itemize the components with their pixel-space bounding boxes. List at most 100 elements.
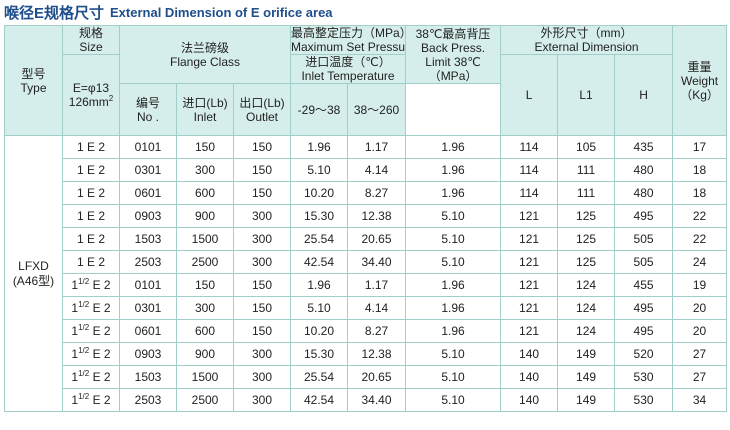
cell-h: 480 bbox=[614, 181, 674, 205]
cell-inlet: 150 bbox=[176, 135, 234, 159]
type-cell: LFXD (A46型) bbox=[4, 135, 63, 412]
cell-pressure-low: 15.30 bbox=[290, 204, 349, 228]
cell-l: 121 bbox=[500, 227, 559, 251]
cell-l1: 124 bbox=[557, 296, 616, 320]
table-header: 型号 Type 规格 Size 法兰磅级 Flange Class 最高整定压力… bbox=[4, 25, 728, 136]
table-row: 11/2 E 2 1503 1500 300 25.54 20.65 5.10 140 149 5… bbox=[5, 365, 728, 389]
cell-size: 11/2 E 2 bbox=[62, 342, 120, 366]
header-type: 型号 Type bbox=[4, 25, 63, 136]
cell-outlet: 300 bbox=[232, 365, 292, 389]
size-whole: 1 bbox=[71, 301, 79, 315]
header-inlet-temperature: 进口温度（℃） Inlet Temperature bbox=[290, 54, 407, 84]
header-weight-unit: （Kg） bbox=[680, 87, 719, 102]
size-code: E 2 bbox=[92, 347, 111, 361]
cell-l1: 125 bbox=[557, 204, 616, 228]
cell-inlet: 2500 bbox=[176, 250, 234, 274]
cell-back-pressure: 5.10 bbox=[405, 388, 502, 412]
cell-weight: 20 bbox=[672, 296, 728, 320]
size-code: E 2 bbox=[92, 324, 111, 338]
cell-pressure-low: 10.20 bbox=[290, 319, 349, 343]
cell-pressure-low: 42.54 bbox=[290, 388, 349, 412]
cell-inlet: 600 bbox=[176, 319, 234, 343]
cell-no: 0301 bbox=[119, 296, 177, 320]
header-inlet: 进口(Lb) Inlet bbox=[176, 83, 234, 136]
header-inlet-en: Inlet bbox=[193, 109, 217, 124]
cell-outlet: 150 bbox=[232, 296, 292, 320]
cell-l: 121 bbox=[500, 250, 559, 274]
size-code: E 2 bbox=[92, 370, 111, 384]
cell-weight: 22 bbox=[672, 227, 728, 251]
cell-l: 121 bbox=[500, 204, 559, 228]
cell-inlet: 1500 bbox=[176, 365, 234, 389]
header-temp-low: -29～38 bbox=[290, 83, 349, 136]
cell-no: 0301 bbox=[119, 158, 177, 182]
header-back-press-cn: 38℃最高背压 bbox=[415, 26, 491, 41]
header-type-cn: 型号 bbox=[21, 66, 46, 81]
size-code: E 2 bbox=[87, 255, 106, 269]
header-back-pressure: 38℃最高背压 Back Press. Limit 38℃ （MPa） bbox=[405, 25, 502, 84]
header-temp-high: 38～260 bbox=[347, 83, 407, 136]
table-row: LFXD (A46型) 1 E 2 0101 150 150 1.96 1.17 1.96 114… bbox=[4, 135, 728, 412]
cell-l1: 125 bbox=[557, 227, 616, 251]
cell-back-pressure: 1.96 bbox=[405, 319, 502, 343]
size-whole: 1 bbox=[76, 209, 84, 223]
cell-pressure-high: 1.17 bbox=[347, 135, 407, 159]
cell-size: 11/2 E 2 bbox=[62, 388, 120, 412]
cell-inlet: 2500 bbox=[176, 388, 234, 412]
title-chinese: 喉径E规格尺寸 bbox=[4, 4, 105, 22]
cell-pressure-low: 1.96 bbox=[290, 135, 349, 159]
table-row: 11/2 E 2 2503 2500 300 42.54 34.40 5.10 140 149 5… bbox=[5, 388, 728, 412]
header-ext-dim-en: External Dimension bbox=[534, 40, 639, 54]
cell-back-pressure: 5.10 bbox=[405, 365, 502, 389]
cell-size: 1 E 2 bbox=[62, 135, 120, 159]
cell-pressure-high: 12.38 bbox=[347, 204, 407, 228]
cell-weight: 24 bbox=[672, 250, 728, 274]
size-whole: 1 bbox=[76, 163, 84, 177]
header-h: H bbox=[614, 54, 674, 136]
header-ext-dim-cn: 外形尺寸（mm） bbox=[540, 26, 633, 41]
cell-weight: 18 bbox=[672, 158, 728, 182]
header-size-en: Size bbox=[79, 40, 103, 54]
header-outlet: 出口(Lb) Outlet bbox=[232, 83, 292, 136]
table-row: 1 E 2 0301 300 150 5.10 4.14 1.96 114 111 480 18 bbox=[5, 158, 728, 182]
size-code: E 2 bbox=[87, 140, 106, 154]
cell-inlet: 900 bbox=[176, 342, 234, 366]
header-inlet-temp-cn: 进口温度（℃） bbox=[305, 55, 391, 70]
table-row: 11/2 E 2 0101 150 150 1.96 1.17 1.96 121 124 455 1… bbox=[5, 273, 728, 297]
cell-l1: 124 bbox=[557, 273, 616, 297]
cell-weight: 19 bbox=[672, 273, 728, 297]
cell-h: 495 bbox=[614, 296, 674, 320]
header-weight-en: Weight bbox=[680, 73, 719, 88]
cell-h: 520 bbox=[614, 342, 674, 366]
cell-no: 2503 bbox=[119, 250, 177, 274]
cell-weight: 22 bbox=[672, 204, 728, 228]
cell-size: 11/2 E 2 bbox=[62, 296, 120, 320]
cell-back-pressure: 5.10 bbox=[405, 227, 502, 251]
size-code: E 2 bbox=[87, 232, 106, 246]
table-row: 1 E 2 0903 900 300 15.30 12.38 5.10 121 125 495 22 bbox=[5, 204, 728, 228]
header-l: L bbox=[500, 54, 559, 136]
cell-no: 0101 bbox=[119, 273, 177, 297]
cell-no: 1503 bbox=[119, 227, 177, 251]
cell-pressure-high: 8.27 bbox=[347, 319, 407, 343]
table-row: 1 E 2 0601 600 150 10.20 8.27 1.96 114 111 480 18 bbox=[5, 181, 728, 205]
cell-h: 530 bbox=[614, 365, 674, 389]
cell-inlet: 300 bbox=[176, 158, 234, 182]
table-row: 11/2 E 2 0903 900 300 15.30 12.38 5.10 140 149 52… bbox=[5, 342, 728, 366]
cell-h: 495 bbox=[614, 319, 674, 343]
cell-size: 1 E 2 bbox=[62, 181, 120, 205]
header-inlet-temp-en: Inlet Temperature bbox=[301, 69, 395, 83]
cell-pressure-high: 34.40 bbox=[347, 388, 407, 412]
cell-outlet: 300 bbox=[232, 204, 292, 228]
cell-l1: 149 bbox=[557, 342, 616, 366]
header-flange-class: 法兰磅级 Flange Class bbox=[118, 25, 292, 84]
cell-l: 121 bbox=[500, 319, 559, 343]
header-weight: 重量 Weight （Kg） bbox=[672, 25, 728, 136]
cell-pressure-high: 4.14 bbox=[347, 158, 407, 182]
cell-h: 480 bbox=[614, 158, 674, 182]
header-max-set-en: Maximum Set Pressure bbox=[291, 40, 406, 54]
header-outlet-cn: 出口(Lb) bbox=[239, 95, 285, 110]
header-back-press-unit: （MPa） bbox=[428, 68, 478, 83]
header-inlet-cn: 进口(Lb) bbox=[182, 95, 228, 110]
header-size-cn: 规格 bbox=[78, 26, 103, 41]
